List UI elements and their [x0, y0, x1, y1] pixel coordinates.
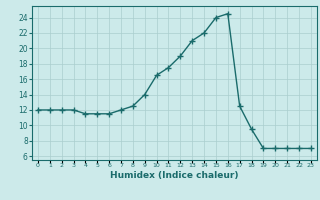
- X-axis label: Humidex (Indice chaleur): Humidex (Indice chaleur): [110, 171, 239, 180]
